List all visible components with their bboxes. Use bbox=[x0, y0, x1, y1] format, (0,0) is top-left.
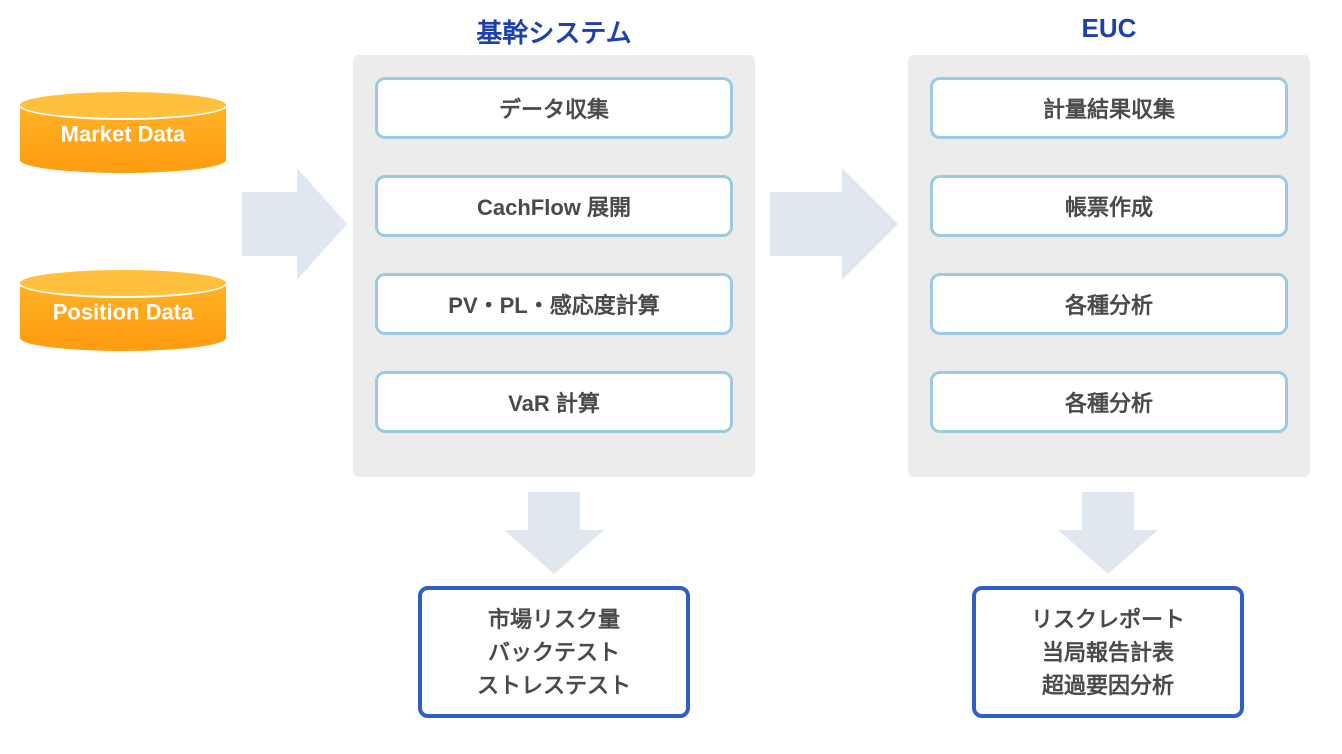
output-line: バックテスト bbox=[488, 636, 620, 669]
panel-title: 基幹システム bbox=[353, 13, 755, 50]
proc-box: 各種分析 bbox=[930, 273, 1288, 335]
panel-title: EUC bbox=[908, 13, 1310, 44]
output-box-risk: 市場リスク量 バックテスト ストレステスト bbox=[418, 586, 690, 718]
output-box-report: リスクレポート 当局報告計表 超過要因分析 bbox=[972, 586, 1244, 718]
output-line: 市場リスク量 bbox=[488, 603, 620, 636]
proc-box: 帳票作成 bbox=[930, 175, 1288, 237]
output-line: 超過要因分析 bbox=[1042, 669, 1174, 702]
proc-box: VaR 計算 bbox=[375, 371, 733, 433]
proc-box: 計量結果収集 bbox=[930, 77, 1288, 139]
arrow-down-icon bbox=[1058, 492, 1158, 574]
panel-euc: EUC 計量結果収集 帳票作成 各種分析 各種分析 bbox=[908, 55, 1310, 477]
cylinder-label: Position Data bbox=[18, 299, 228, 325]
arrow-down-icon bbox=[504, 492, 604, 574]
proc-box: 各種分析 bbox=[930, 371, 1288, 433]
cylinder-label: Market Data bbox=[18, 121, 228, 147]
cylinder-position-data: Position Data bbox=[18, 268, 228, 353]
proc-box: CachFlow 展開 bbox=[375, 175, 733, 237]
proc-box: データ収集 bbox=[375, 77, 733, 139]
cylinder-market-data: Market Data bbox=[18, 90, 228, 175]
diagram-stage: Market Data Position Data 基幹システム データ収集 C… bbox=[0, 0, 1342, 754]
arrow-right-icon bbox=[770, 168, 898, 280]
output-line: リスクレポート bbox=[1031, 603, 1185, 636]
arrow-right-icon bbox=[242, 168, 347, 280]
proc-box: PV・PL・感応度計算 bbox=[375, 273, 733, 335]
panel-core-system: 基幹システム データ収集 CachFlow 展開 PV・PL・感応度計算 VaR… bbox=[353, 55, 755, 477]
output-line: ストレステスト bbox=[477, 669, 631, 702]
output-line: 当局報告計表 bbox=[1042, 636, 1174, 669]
